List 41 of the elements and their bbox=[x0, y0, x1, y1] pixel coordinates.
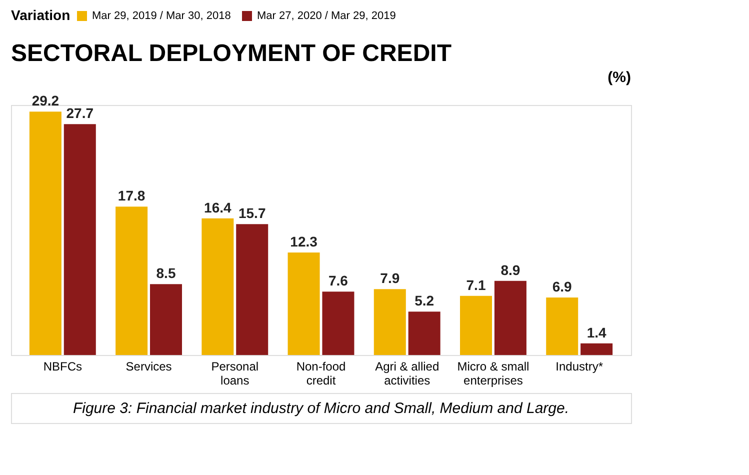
bar bbox=[322, 292, 354, 355]
data-label: 6.9 bbox=[552, 278, 572, 294]
caption: Figure 3: Financial market industry of Micro and Small, Medium and Large. bbox=[72, 400, 570, 417]
data-label: 5.2 bbox=[414, 292, 434, 309]
data-label: 7.9 bbox=[380, 270, 400, 286]
bar bbox=[408, 312, 440, 355]
data-label: 16.4 bbox=[204, 199, 232, 216]
bar bbox=[236, 224, 268, 355]
data-label: 12.3 bbox=[290, 234, 318, 250]
bar bbox=[374, 289, 406, 355]
bar bbox=[116, 206, 148, 355]
x-tick-label: Micro & small enterprises bbox=[457, 360, 530, 388]
bar bbox=[29, 112, 62, 355]
data-label: 7.1 bbox=[466, 276, 486, 293]
bar bbox=[460, 296, 492, 355]
bar bbox=[150, 284, 182, 355]
chart-title: SECTORAL DEPLOYMENT OF CREDIT bbox=[11, 40, 452, 67]
text: (%) bbox=[608, 69, 632, 86]
bar bbox=[64, 124, 96, 355]
data-label: 7.6 bbox=[328, 272, 348, 289]
bar bbox=[494, 280, 526, 355]
legend-title: Variation bbox=[11, 7, 70, 23]
data-label: 27.7 bbox=[66, 105, 94, 122]
data-label: 17.8 bbox=[118, 188, 146, 204]
x-tick-label: Agri & allied activities bbox=[375, 360, 440, 388]
bar bbox=[580, 343, 613, 355]
x-tick-label: Services bbox=[126, 360, 172, 374]
data-label: 29.2 bbox=[32, 92, 60, 109]
legend-label: Mar 27, 2020 / Mar 29, 2019 bbox=[257, 10, 396, 22]
data-label: 8.5 bbox=[156, 265, 176, 282]
x-tick-label: Non-food credit bbox=[296, 360, 346, 388]
bar bbox=[202, 218, 234, 355]
x-tick-label: NBFCs bbox=[43, 360, 82, 374]
data-label: 15.7 bbox=[238, 205, 266, 222]
data-label: 8.9 bbox=[500, 262, 520, 278]
legend-label: Mar 29, 2019 / Mar 30, 2018 bbox=[92, 10, 231, 22]
bar bbox=[288, 252, 320, 355]
bar bbox=[546, 298, 578, 355]
data-label: 1.4 bbox=[586, 324, 606, 340]
x-tick-label: Industry* bbox=[556, 360, 604, 374]
x-tick-label: Personal loans bbox=[211, 360, 259, 388]
